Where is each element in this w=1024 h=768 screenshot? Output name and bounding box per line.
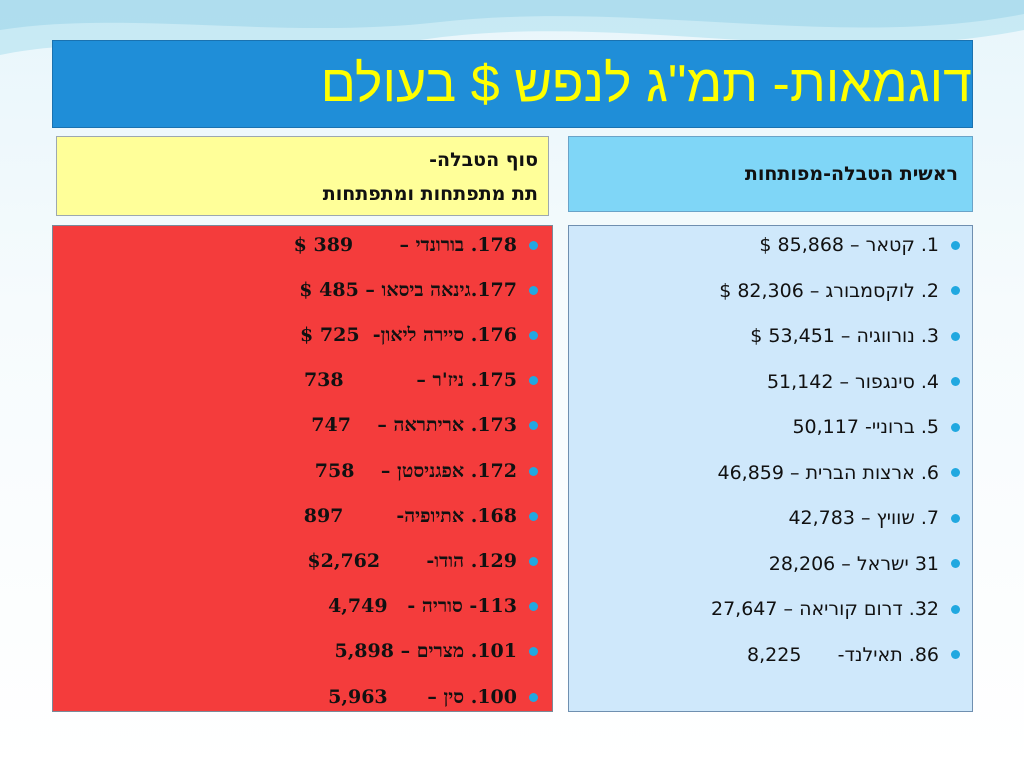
bullet-icon — [529, 602, 538, 612]
developing-countries-panel: 178. בורונדי – 389 $ 177.גינאה ביסאו – 48… — [52, 225, 553, 712]
bullet-icon — [529, 466, 538, 476]
developed-country-item: 5. ברוניי- 50,117 — [792, 410, 972, 444]
developed-country-item-text: 2. לוקסמבורג – 82,306 $ — [719, 279, 939, 302]
developing-header: סוף הטבלה- תת מתפתחות ומתפתחות — [56, 136, 549, 216]
bullet-icon — [529, 556, 538, 566]
developing-country-item: 177.גינאה ביסאו – 485 $ — [299, 273, 552, 307]
developing-country-item-text: 172. אפגניסטן – 758 — [314, 459, 517, 482]
bullet-icon — [529, 647, 538, 657]
bullet-icon — [529, 692, 538, 702]
developing-country-item: 129. הודו- $2,762 — [307, 544, 552, 578]
developed-country-item: 6. ארצות הברית – 46,859 — [718, 456, 973, 490]
bullet-icon — [951, 240, 960, 250]
bullet-icon — [951, 513, 960, 523]
developing-country-item: 100. סין – 5,963 — [328, 680, 552, 714]
developing-country-item-text: 129. הודו- $2,762 — [307, 549, 517, 572]
developing-country-item: 173. אריתראה – 747 — [311, 409, 552, 443]
developed-country-item-text: 7. שוויץ – 42,783 — [788, 507, 939, 529]
slide-title-bar: דוגמאות- תמ"ג לנפש $ בעולם — [52, 40, 973, 128]
bullet-icon — [529, 376, 538, 386]
developing-header-line2: תת מתפתחות ומתפתחות — [322, 183, 538, 205]
developed-country-item-text: 86. תאילנד- 8,225 — [747, 643, 939, 666]
bullet-icon — [529, 330, 538, 340]
bullet-icon — [529, 240, 538, 250]
developing-country-item: 113- סוריה - 4,749 — [328, 590, 552, 624]
bullet-icon — [951, 422, 960, 432]
developed-country-item-text: 32. דרום קוריאה – 27,647 — [711, 598, 939, 620]
developed-country-item: 32. דרום קוריאה – 27,647 — [711, 592, 972, 626]
developing-country-item-text: 168. אתיופיה- 897 — [303, 504, 517, 527]
developing-country-item: 172. אפגניסטן – 758 — [315, 454, 552, 488]
developed-country-item: 31 ישראל – 28,206 — [769, 547, 972, 581]
bullet-icon — [529, 511, 538, 521]
developing-country-item: 175. ניז'ר – 738 — [304, 364, 552, 398]
developing-country-item: 101. מצרים – 5,898 — [334, 635, 552, 669]
developed-country-item: 2. לוקסמבורג – 82,306 $ — [719, 274, 972, 308]
developed-country-item: 3. נורווגיה – 53,451 $ — [750, 319, 972, 353]
developing-country-item-text: 113- סוריה - 4,749 — [328, 595, 517, 618]
developing-country-item-text: 101. מצרים – 5,898 — [334, 640, 517, 663]
developing-country-item-text: 175. ניז'ר – 738 — [303, 369, 517, 392]
developed-header-text: ראשית הטבלה-מפותחות — [744, 163, 958, 185]
developed-country-item-text: 3. נורווגיה – 53,451 $ — [750, 325, 939, 347]
developing-country-item: 178. בורונדי – 389 $ — [294, 228, 552, 262]
bullet-icon — [951, 650, 960, 659]
developing-country-item-text: 100. סין – 5,963 — [328, 685, 517, 708]
bullet-icon — [951, 331, 960, 341]
bullet-icon — [951, 286, 960, 295]
bullet-icon — [951, 604, 960, 614]
developing-country-item: 168. אתיופיה- 897 — [304, 499, 552, 533]
developed-countries-panel: 1. קטאר – 85,868 $ 2. לוקסמבורג – 82,306 … — [568, 225, 973, 712]
developing-country-item-text: 176. סיירה ליאון- 725 $ — [300, 323, 517, 346]
developing-country-item-text: 178. בורונדי – 389 $ — [293, 233, 517, 256]
developed-country-item: 7. שוויץ – 42,783 — [788, 501, 972, 535]
developed-country-item-text: 6. ארצות הברית – 46,859 — [717, 461, 940, 484]
developing-country-item: 176. סיירה ליאון- 725 $ — [300, 318, 552, 352]
developed-country-item-text: 31 ישראל – 28,206 — [768, 552, 939, 575]
developed-header: ראשית הטבלה-מפותחות — [568, 136, 973, 212]
developing-country-item-text: 177.גינאה ביסאו – 485 $ — [299, 278, 517, 301]
developed-country-item-text: 5. ברוניי- 50,117 — [792, 416, 939, 438]
bullet-icon — [529, 285, 538, 295]
bullet-icon — [951, 468, 960, 477]
developed-country-item-text: 1. קטאר – 85,868 $ — [759, 234, 939, 256]
bullet-icon — [951, 377, 960, 386]
developing-header-line1: סוף הטבלה- — [429, 149, 538, 171]
slide-title: דוגמאות- תמ"ג לנפש $ בעולם — [320, 55, 972, 113]
developed-country-item-text: 4. סינגפור – 51,142 — [766, 370, 939, 393]
developed-country-item: 1. קטאר – 85,868 $ — [759, 228, 972, 262]
bullet-icon — [951, 559, 960, 568]
developing-country-item-text: 173. אריתראה – 747 — [311, 414, 517, 437]
bullet-icon — [529, 421, 538, 431]
developed-country-item: 4. סינגפור – 51,142 — [767, 365, 972, 399]
developed-country-item: 86. תאילנד- 8,225 — [747, 638, 972, 672]
